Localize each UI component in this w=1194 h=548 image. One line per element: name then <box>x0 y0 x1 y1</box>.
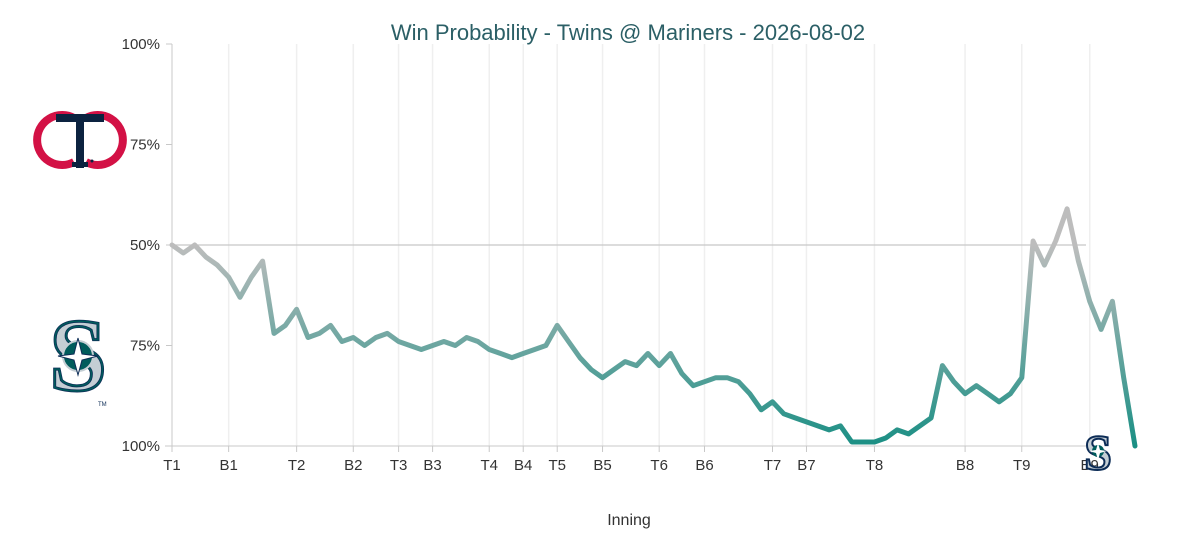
x-tick-label-b1: B1 <box>219 457 237 474</box>
x-tick-label-b2: B2 <box>344 457 362 474</box>
x-tick-label-b3: B3 <box>423 457 441 474</box>
x-tick-label-t7: T7 <box>764 457 782 474</box>
chart-title: Win Probability - Twins @ Mariners - 202… <box>391 20 865 45</box>
mariners-logo: S S TM <box>48 297 109 415</box>
x-tick-label-b6: B6 <box>695 457 713 474</box>
y-tick-label: 50% <box>130 237 160 254</box>
x-axis-label: Inning <box>607 512 651 529</box>
x-tick-label-t6: T6 <box>650 457 668 474</box>
y-tick-label: 75% <box>130 137 160 154</box>
x-tick-label-t9: T9 <box>1013 457 1031 474</box>
y-tick-labels: 100% 75% 50% 75% 100% <box>122 36 172 455</box>
x-tick-label-t5: T5 <box>548 457 566 474</box>
x-tick-label-b5: B5 <box>593 457 611 474</box>
y-tick-label: 100% <box>122 438 160 455</box>
mariners-logo-end-marker: S <box>1083 423 1113 481</box>
x-tick-label-b9: B9 <box>1081 457 1099 474</box>
x-tick-label-t4: T4 <box>480 457 498 474</box>
x-tick-labels: T1 B1 T2 B2 T3 B3 T4 B4 T5 B5 T6 B6 T7 B7 T8 B8 T9 B9 <box>163 446 1099 474</box>
x-tick-label-t1: T1 <box>163 457 181 474</box>
x-tick-label-b7: B7 <box>797 457 815 474</box>
x-tick-label-t3: T3 <box>390 457 408 474</box>
win-probability-series <box>169 206 1138 449</box>
y-tick-label: 75% <box>130 338 160 355</box>
y-tick-label: 100% <box>122 36 160 53</box>
x-tick-label-t2: T2 <box>288 457 306 474</box>
svg-text:TM: TM <box>98 402 107 408</box>
x-tick-label-t8: T8 <box>866 457 884 474</box>
x-tick-label-b4: B4 <box>514 457 532 474</box>
x-tick-label-b8: B8 <box>956 457 974 474</box>
win-probability-line <box>169 206 1138 449</box>
twins-logo <box>33 111 127 169</box>
svg-text:S: S <box>1084 424 1112 480</box>
